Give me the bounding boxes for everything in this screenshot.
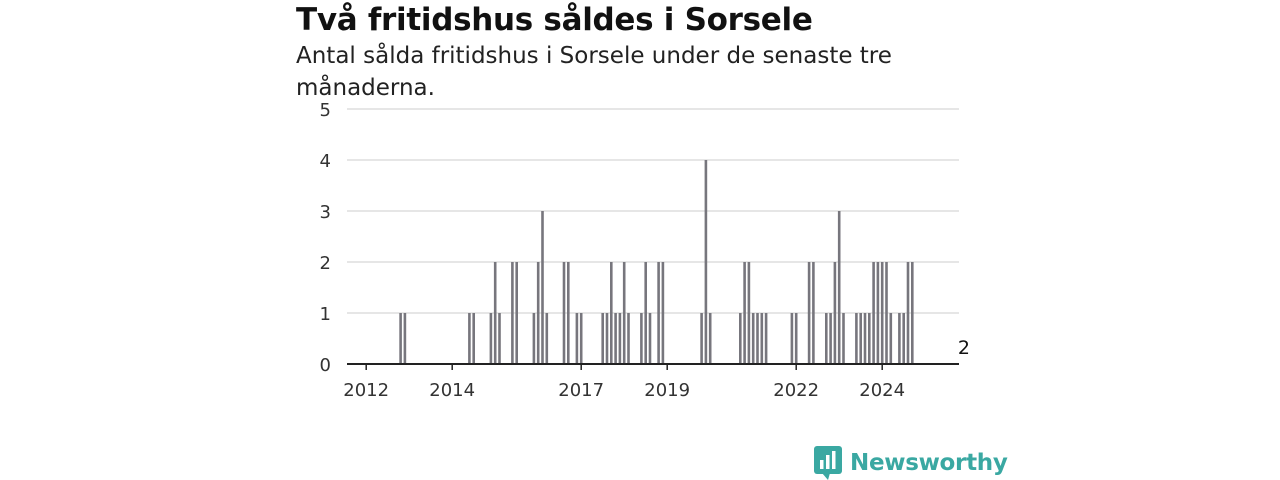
bar [541,211,544,364]
highlight-value-label: 2 [958,337,970,359]
bar [614,313,617,364]
bar [747,262,751,364]
bar [842,313,845,364]
bar [493,262,497,364]
bar [640,313,643,364]
bar [489,313,493,364]
bar [700,313,703,364]
bar [868,313,871,364]
bar [536,262,540,364]
bar [812,262,815,364]
y-tick-label: 3 [320,202,331,223]
bar [756,313,759,364]
y-tick-label: 2 [320,253,331,274]
bar [790,313,794,364]
bar [880,262,884,364]
bar [601,313,604,364]
bar [889,313,893,364]
bar [837,211,841,364]
bar [751,313,755,364]
chart-subtitle: Antal sålda fritidshus i Sorsele under d… [296,43,892,101]
y-tick-label: 4 [320,151,331,172]
bar [911,262,914,364]
bar [627,313,630,364]
bar [876,262,880,364]
bar [863,313,867,364]
bar [855,313,858,364]
bar [644,262,647,364]
bar [902,313,905,364]
bar [872,262,875,364]
x-tick-label: 2012 [343,380,389,401]
x-tick-label: 2014 [429,380,475,401]
brand-logo: Newsworthy [814,446,1008,480]
annotations: 2 [958,337,970,359]
bar [562,262,566,364]
bar [579,313,583,364]
bar [399,313,402,364]
y-tick-label: 0 [320,355,331,376]
bar [545,313,549,364]
y-tick-label: 5 [320,100,331,121]
y-tick-label: 1 [320,304,331,325]
bar [403,313,407,364]
bar [498,313,501,364]
bar [807,262,811,364]
bar [743,262,746,364]
bar [567,262,570,364]
bar [833,262,837,364]
x-tick-label: 2022 [773,380,819,401]
bar [708,313,712,364]
bar [511,262,514,364]
bar [575,313,579,364]
bar [657,262,660,364]
x-tick-label: 2019 [644,380,690,401]
bar [859,313,862,364]
bar-chart: 0 1 2 3 4 5 2012 2014 2017 2019 2022 2024 2 [320,100,970,401]
bar [885,262,888,364]
brand-name: Newsworthy [850,450,1008,476]
bar [648,313,652,364]
bar [532,313,536,364]
bars [399,160,914,364]
bar [515,262,518,364]
bar [760,313,764,364]
bar [825,313,828,364]
bar [610,262,613,364]
bar [605,313,609,364]
bar [829,313,832,364]
bar [794,313,798,364]
x-tick-label: 2024 [859,380,905,401]
bar [661,262,665,364]
bar [898,313,901,364]
bar-chart-speech-bubble-icon [814,446,842,480]
bar [622,262,626,364]
x-tick-label: 2017 [558,380,604,401]
x-axis-ticks: 2012 2014 2017 2019 2022 2024 [343,364,905,401]
bar [764,313,768,364]
bar [472,313,475,364]
chart-title: Två fritidshus såldes i Sorsele [296,2,813,38]
bar [618,313,622,364]
bar [739,313,742,364]
bar [704,160,708,364]
gridlines [347,108,959,314]
bar [906,262,910,364]
bar [468,313,471,364]
y-axis-ticks: 0 1 2 3 4 5 [320,100,331,376]
